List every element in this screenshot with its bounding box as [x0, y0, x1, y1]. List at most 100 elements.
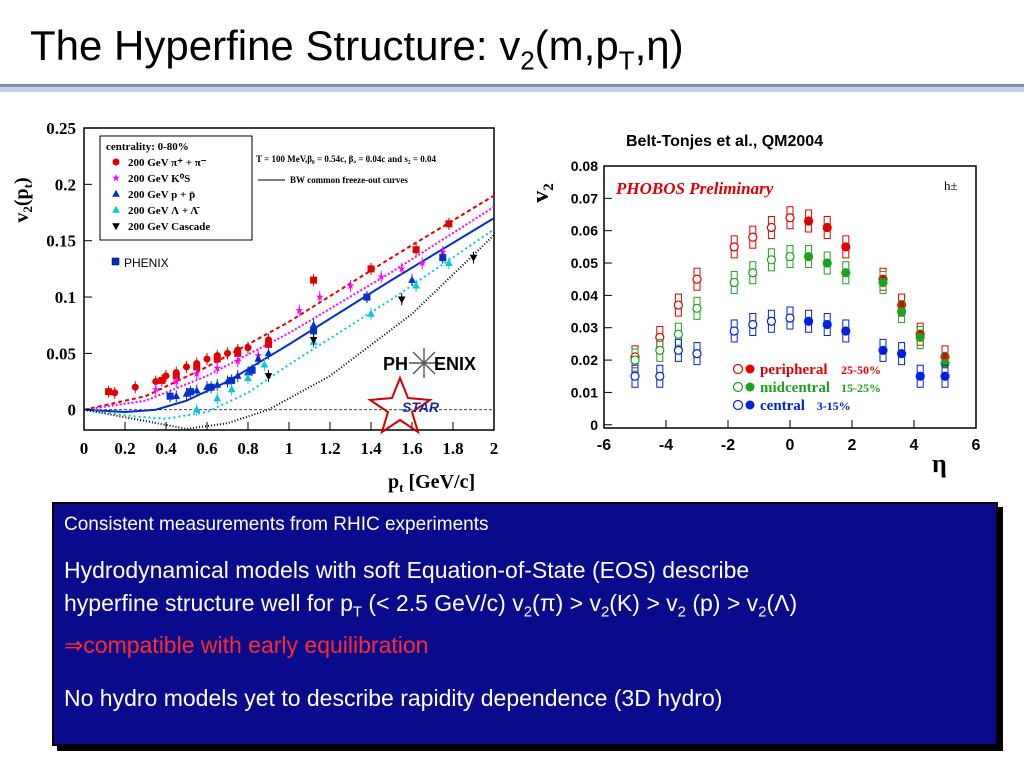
data-point — [804, 316, 814, 326]
summary-line-1: Consistent measurements from RHIC experi… — [64, 514, 489, 535]
data-point — [692, 274, 702, 284]
data-point — [729, 242, 739, 252]
model-curve — [83, 228, 495, 420]
data-point — [131, 383, 139, 391]
legend-entry: 200 GeV p + p̄ — [128, 189, 195, 201]
legend-filled-marker — [745, 364, 755, 374]
title-rule — [0, 84, 1024, 92]
summary-line-4: ⇒compatible with early equilibration — [64, 631, 429, 658]
data-point — [309, 321, 318, 329]
x-tick-label: 1.6 — [401, 439, 422, 458]
data-point — [469, 254, 478, 262]
data-point — [878, 277, 888, 288]
data-point — [315, 292, 324, 301]
legend-marker — [112, 189, 120, 197]
x-tick-label: 0.8 — [237, 439, 258, 458]
legend-marker — [112, 158, 120, 166]
legend-marker — [112, 205, 120, 213]
data-point — [233, 371, 242, 379]
svg-text:STAR: STAR — [402, 399, 440, 415]
x-axis-label: pt [GeV/c] — [388, 471, 475, 495]
data-point — [265, 340, 272, 348]
summary-line-5: No hydro models yet to describe rapidity… — [64, 684, 723, 711]
data-point — [192, 405, 201, 413]
legend-title: centrality: 0-80% — [106, 141, 189, 153]
data-point — [213, 380, 222, 388]
data-point — [227, 385, 236, 393]
data-point — [729, 277, 739, 288]
data-point — [151, 385, 160, 393]
inset-title: PHOBOS Preliminary — [615, 179, 774, 198]
model-curve-label: BW common freeze-out curves — [290, 175, 408, 185]
data-point — [804, 216, 814, 226]
summary-line-3: hyperfine structure well for pT (< 2.5 G… — [64, 590, 798, 621]
data-point — [878, 345, 888, 355]
data-point — [254, 354, 263, 362]
y-tick-label: 0.05 — [571, 255, 598, 271]
data-point — [377, 272, 386, 281]
data-point — [213, 363, 222, 372]
model-curve — [83, 206, 495, 411]
x-tick-label: 0.4 — [155, 439, 177, 458]
x-tick-label: 2 — [848, 437, 857, 454]
x-tick-label: 2 — [490, 439, 499, 458]
data-point — [264, 373, 273, 381]
x-tick-label: -4 — [659, 437, 673, 454]
legend-open-marker — [732, 399, 744, 411]
data-point — [193, 363, 201, 371]
legend-entry: 200 GeV Λ + Λ̄ — [128, 205, 200, 217]
data-point — [310, 276, 318, 284]
data-point — [897, 306, 907, 317]
legend-entry: 200 GeV Cascade — [128, 221, 210, 233]
data-point — [192, 386, 201, 394]
data-point — [766, 222, 776, 233]
y-axis-label: v2(pt) — [11, 177, 35, 222]
x-tick-label: 0.2 — [114, 439, 135, 458]
x-tick-label: 0 — [80, 439, 89, 458]
data-point — [397, 264, 406, 273]
data-point — [192, 369, 201, 378]
data-point — [692, 303, 702, 313]
data-point — [367, 265, 375, 273]
y-axis-label: v2 — [528, 183, 557, 203]
legend-marker — [112, 223, 120, 231]
x-tick-label: 1.2 — [319, 439, 340, 458]
legend-open-marker — [732, 381, 744, 393]
data-point — [346, 281, 355, 290]
data-point — [244, 373, 252, 381]
data-point — [172, 391, 181, 399]
legend-range: 3-15% — [817, 399, 851, 413]
legend: centrality: 0-80% 200 GeV π⁺ + π⁻ 200 GeV… — [99, 135, 253, 241]
data-point — [841, 326, 851, 336]
x-tick-label: 4 — [910, 437, 919, 454]
data-point — [748, 232, 758, 242]
data-point — [203, 355, 211, 363]
legend-entry: 200 GeV π⁺ + π⁻ — [128, 157, 207, 169]
data-point — [295, 306, 304, 314]
data-point — [915, 332, 925, 343]
y-tick-label: 0.05 — [46, 344, 76, 363]
data-point — [264, 349, 273, 357]
x-tick-label: -2 — [721, 437, 735, 454]
x-tick-label: 1 — [285, 439, 294, 458]
v2-pt-chart: 0 0.2 0.4 0.6 0.8 1 1.2 1.4 1.6 1.8 2 0 0.05 0.1 0.15 0… — [11, 119, 499, 495]
y-tick-label: 0.01 — [571, 384, 598, 400]
legend-range: 25-50% — [841, 363, 881, 377]
data-point — [822, 222, 832, 233]
plot-frame — [603, 165, 977, 429]
legend-range: 15-25% — [841, 381, 881, 395]
phenix-star-icon — [409, 348, 439, 378]
data-point — [207, 383, 215, 391]
data-point — [655, 371, 665, 381]
x-tick-label: 1.8 — [442, 439, 463, 458]
model-params: T = 100 MeV,β₀ = 0.54c, βₐ = 0.04c and s… — [256, 154, 436, 164]
data-point — [363, 293, 371, 301]
data-point — [804, 251, 814, 262]
data-point — [244, 344, 252, 352]
x-tick-label: -6 — [597, 437, 611, 454]
legend-entry: 200 GeV K⁰S — [128, 173, 190, 185]
v2-eta-chart: Belt-Tonjes et al., QM2004 -6 -4 -2 0 2 4 6 0 0.… — [528, 133, 981, 478]
data-point — [228, 376, 236, 384]
data-point — [445, 220, 453, 228]
star-icon — [367, 375, 433, 435]
